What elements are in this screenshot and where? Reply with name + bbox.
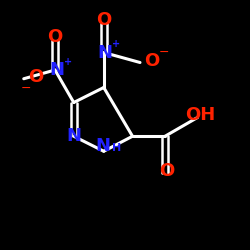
Text: O: O	[48, 28, 62, 46]
Text: OH: OH	[185, 106, 215, 124]
Text: H: H	[112, 143, 121, 153]
Text: O: O	[28, 68, 44, 86]
Text: N: N	[95, 137, 110, 155]
Text: +: +	[64, 57, 72, 67]
Text: O: O	[144, 52, 160, 70]
Text: O: O	[96, 11, 112, 29]
Text: N: N	[50, 61, 64, 79]
Text: N: N	[97, 44, 112, 62]
Text: O: O	[159, 162, 174, 180]
Text: +: +	[112, 40, 120, 50]
Text: −: −	[20, 82, 31, 95]
Text: −: −	[158, 46, 169, 59]
Text: N: N	[66, 127, 81, 145]
